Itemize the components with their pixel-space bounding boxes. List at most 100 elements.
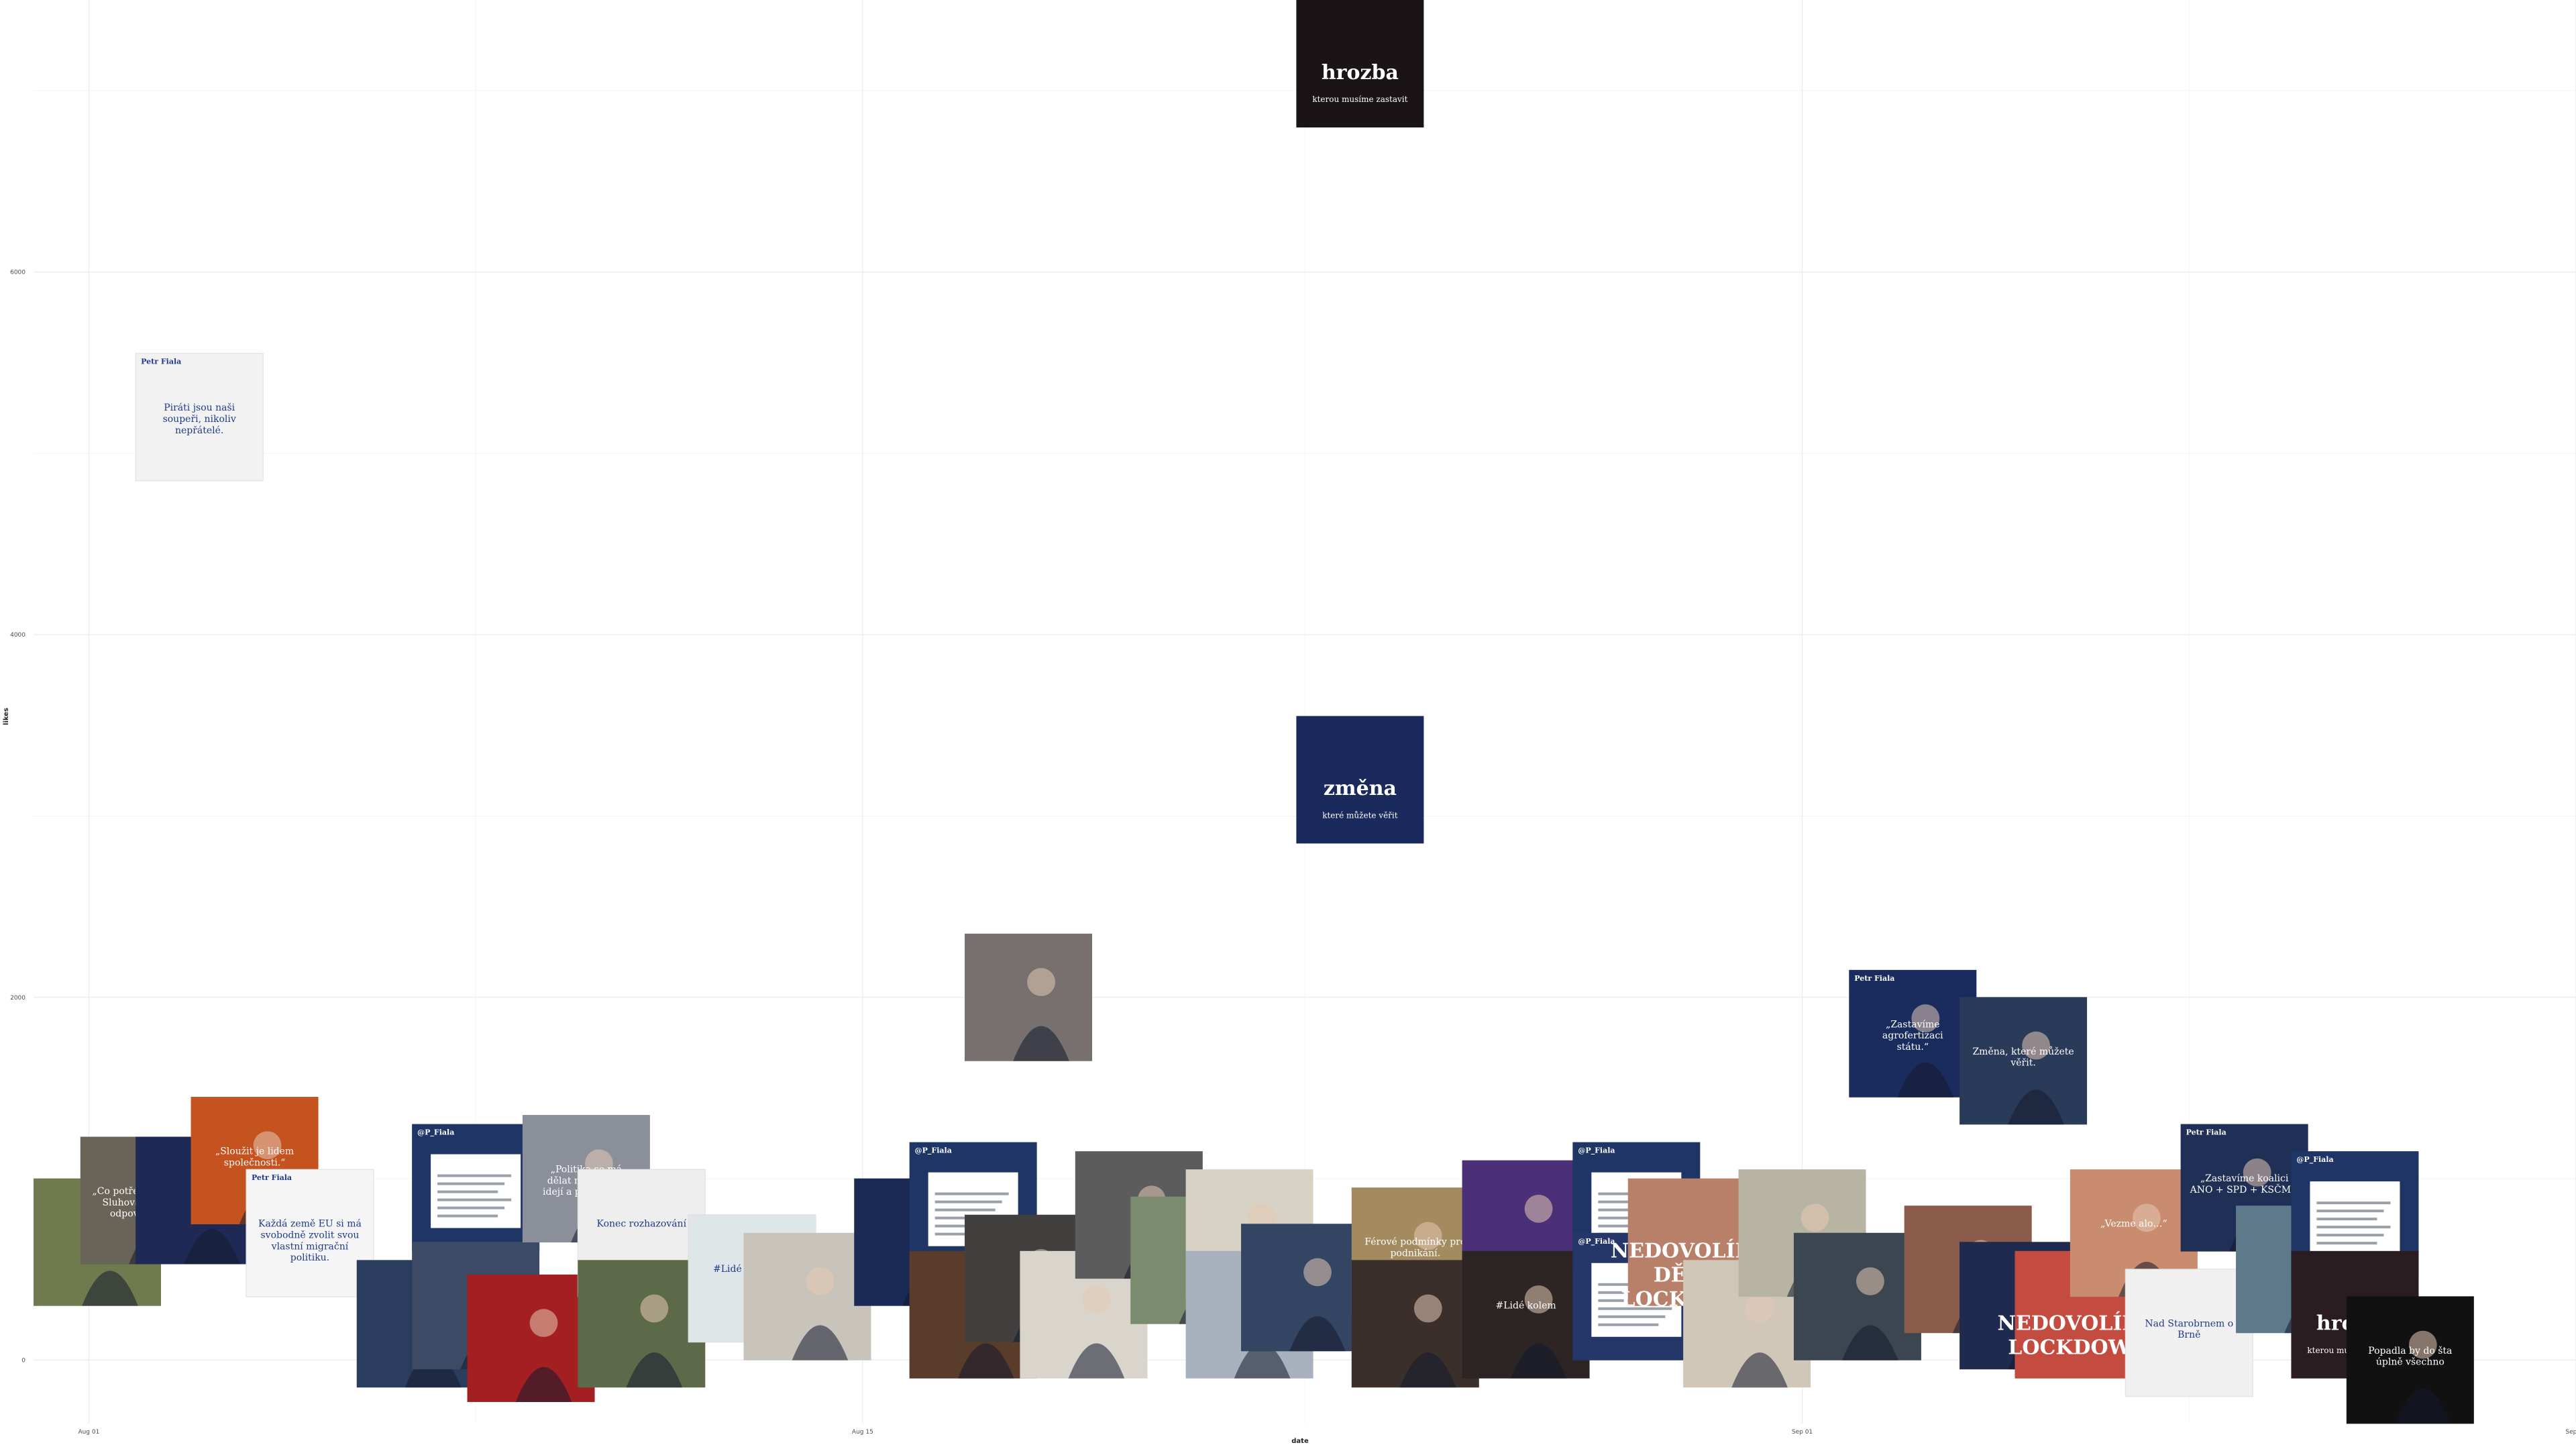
portrait-head-shape: [2408, 1330, 2437, 1359]
thumbnail-text: „Sloužit je lidem společnosti.“: [215, 1146, 294, 1169]
thumbnail-text: Piráti jsou naši soupeři, nikoliv nepřátel…: [163, 402, 236, 436]
x-tick-label: Aug 01: [78, 1429, 99, 1436]
portrait-body-shape: [1399, 1352, 1456, 1388]
portrait-head-shape: [1856, 1267, 1884, 1295]
y-tick-label: 4000: [10, 632, 25, 639]
thumbnail-text-line: agrofertizaci: [1882, 1030, 1943, 1041]
portrait-head-shape: [1027, 968, 1055, 996]
data-point-thumbnail: [1351, 1260, 1479, 1388]
data-point-thumbnail: [965, 933, 1093, 1061]
thumbnail-background: [1296, 0, 1424, 127]
portrait-body-shape: [515, 1366, 572, 1402]
thumbnail-background: [1296, 716, 1424, 844]
thumbnail-text-line: soupeři, nikoliv: [163, 414, 236, 425]
portrait-body-shape: [1731, 1352, 1788, 1388]
tweet-text-line: [437, 1206, 505, 1210]
tweet-text-line: [437, 1214, 498, 1218]
portrait-body-shape: [82, 1271, 138, 1306]
x-tick-label: Aug 15: [852, 1429, 873, 1436]
portrait-head-shape: [2243, 1158, 2271, 1187]
tweet-text-line: [2316, 1201, 2391, 1205]
thumbnail-text: „Zastavíme agrofertizaci státu.“: [1882, 1019, 1943, 1053]
thumbnail-text-line: vlastní migrační: [271, 1241, 349, 1252]
thumbnail-text-line: společnosti.“: [224, 1157, 286, 1168]
portrait-body-shape: [1234, 1343, 1291, 1379]
data-point-thumbnail: #Lidé kolem: [1462, 1250, 1590, 1379]
thumbnail-text-line: #Lidé kolem: [1495, 1300, 1556, 1311]
thumbnail-badge: Petr Fiala: [2186, 1128, 2226, 1137]
portrait-body-shape: [1897, 1062, 1954, 1097]
portrait-body-shape: [1013, 1026, 1069, 1061]
y-tick-label: 6000: [10, 269, 25, 276]
tweet-text-line: [934, 1192, 1009, 1195]
tweet-text-line: [437, 1182, 505, 1185]
x-axis-title: date: [1291, 1438, 1309, 1445]
y-axis-ticks: 0 2000 4000 6000: [10, 269, 25, 1364]
data-point-thumbnail: @P_Fiala: [412, 1124, 540, 1252]
thumbnail-badge: @P_Fiala: [417, 1128, 454, 1138]
thumbnail-badge: @P_Fiala: [1578, 1146, 1615, 1156]
data-point-thumbnail: změna které můžete věřit: [1296, 716, 1424, 844]
portrait-body-shape: [1289, 1316, 1346, 1352]
thumbnail-text-line: svobodně zvolit svou: [260, 1230, 359, 1240]
thumbnail-badge: @P_Fiala: [1578, 1237, 1615, 1246]
thumbnail-text-line: Popadla by do šta: [2368, 1345, 2452, 1356]
portrait-body-shape: [1068, 1343, 1125, 1379]
portrait-head-shape: [1524, 1194, 1553, 1223]
portrait-head-shape: [1746, 1294, 1774, 1323]
x-axis-ticks: Aug 01 Aug 15 Sep 01 Sep 15: [78, 1429, 2576, 1436]
portrait-head-shape: [806, 1267, 835, 1295]
thumbnail-text: hrozba: [1322, 61, 1399, 85]
portrait-head-shape: [2132, 1203, 2161, 1232]
data-point-thumbnail: hrozba kterou musíme zastavit: [1296, 0, 1424, 127]
thumbnail-text-line: politiku.: [290, 1252, 329, 1263]
tweet-text-line: [2316, 1226, 2391, 1229]
thumbnail-text-line: „Sloužit je lidem: [215, 1146, 294, 1157]
portrait-body-shape: [1510, 1343, 1567, 1379]
tweet-text-line: [934, 1208, 996, 1212]
thumbnail-text-line: Každá země EU si má: [258, 1219, 362, 1230]
portrait-head-shape: [529, 1309, 558, 1338]
portrait-body-shape: [957, 1343, 1014, 1379]
thumbnail-text: Férové podmínky pro podnikání.: [1364, 1237, 1466, 1259]
tweet-text-line: [2316, 1242, 2377, 1245]
thumbnail-subtext: kterou musíme zastavit: [1312, 95, 1407, 104]
thumbnail-subtext: které můžete věřit: [1322, 810, 1398, 820]
portrait-head-shape: [1303, 1258, 1332, 1287]
data-point-thumbnail: [578, 1260, 706, 1388]
y-tick-label: 0: [21, 1357, 25, 1364]
thumbnail-badge: Petr Fiala: [141, 358, 181, 366]
x-tick-label: Sep 15: [2565, 1429, 2576, 1436]
thumbnail-badge: Petr Fiala: [252, 1173, 292, 1182]
thumbnail-text-line: Piráti jsou naši: [164, 402, 235, 413]
thumbnail-text-line: hrozba: [1322, 61, 1399, 85]
thumbnail-text-line: „Zastavíme: [1886, 1019, 1939, 1030]
thumbnail-text: Změna, které můžete věřit.: [1972, 1046, 2074, 1069]
thumbnail-text: „Zastavíme koalici ANO + SPD + KSČM.“: [2190, 1173, 2299, 1195]
thumbnail-text-line: Nad Starobrnem o: [2145, 1318, 2233, 1329]
thumbnail-text-line: ANO + SPD + KSČM.“: [2190, 1183, 2299, 1195]
thumbnail-text: „Vezme alo…“: [2100, 1219, 2167, 1230]
thumbnail-badge: @P_Fiala: [2296, 1155, 2333, 1165]
data-point-thumbnail: NEDOVOLÍME LOCKDOWN: [1997, 1250, 2159, 1379]
tweet-text-line: [934, 1200, 1002, 1203]
tweet-text-line: [1598, 1307, 1672, 1310]
thumbnail-background: [246, 1169, 374, 1297]
thumbnail-badge: @P_Fiala: [915, 1146, 952, 1156]
data-point-thumbnail: Každá země EU si má svobodně zvolit svou v…: [246, 1169, 374, 1297]
data-point-thumbnail: [743, 1232, 871, 1360]
thumbnail-text: Nad Starobrnem o Brně: [2145, 1318, 2233, 1340]
thumbnail-text-line: úplně všechno: [2376, 1356, 2445, 1368]
thumbnail-text-line: Změna, které můžete: [1972, 1046, 2074, 1057]
data-points: „Co potřebuje Česko?Sluhovat rozum aodpo…: [34, 0, 2474, 1424]
x-tick-label: Sep 01: [1792, 1429, 1813, 1436]
thumbnail-text: Popadla by do šta úplně všechno: [2368, 1345, 2452, 1368]
portrait-body-shape: [184, 1229, 240, 1265]
portrait-body-shape: [1842, 1325, 1898, 1360]
data-point-thumbnail: [1241, 1224, 1368, 1352]
portrait-head-shape: [2022, 1031, 2050, 1060]
thumbnail-text-line: státu.“: [1897, 1042, 1929, 1053]
tweet-text-line: [437, 1198, 512, 1201]
thumbnail-text: Konec rozhazování: [597, 1219, 687, 1230]
